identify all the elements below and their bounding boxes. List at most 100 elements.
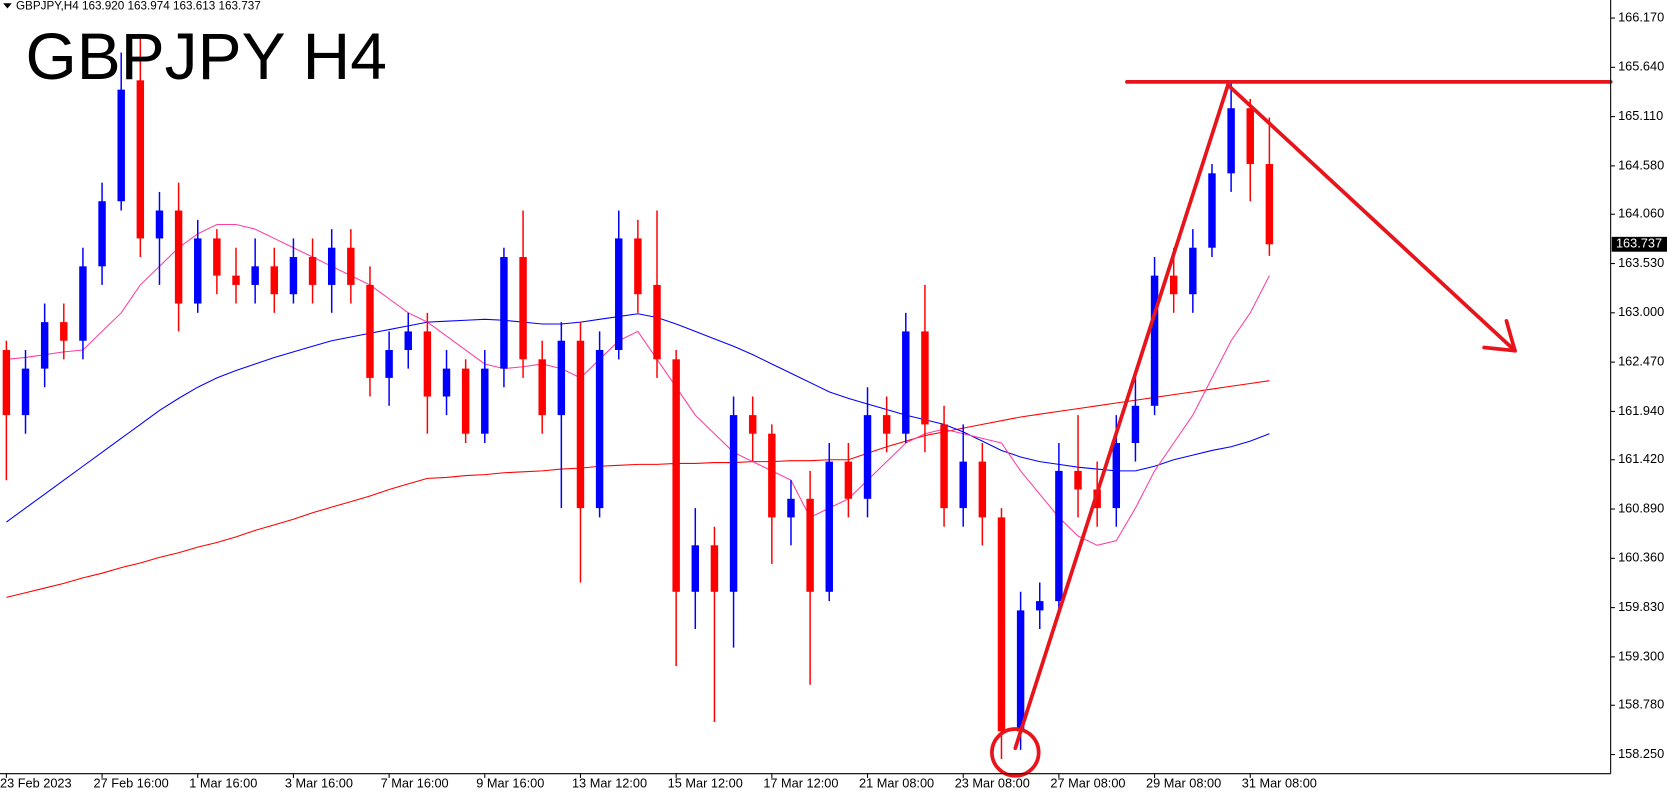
candle-body bbox=[232, 275, 240, 285]
candle-body bbox=[978, 461, 987, 518]
x-tick-label: 23 Feb 2023 bbox=[0, 776, 72, 791]
x-tick-label: 7 Mar 16:00 bbox=[381, 776, 449, 791]
candle-body bbox=[519, 257, 527, 360]
candle-body bbox=[1112, 443, 1121, 509]
candle-body bbox=[615, 238, 623, 351]
x-tick-label: 9 Mar 16:00 bbox=[476, 776, 544, 791]
candle-body bbox=[1074, 470, 1082, 490]
forecast-arrow bbox=[1226, 83, 1517, 353]
y-tick-label: 160.890 bbox=[1618, 500, 1664, 515]
candle-body bbox=[423, 331, 432, 397]
candle-body bbox=[194, 238, 202, 304]
plot-area bbox=[2, 33, 1274, 760]
low-circle bbox=[990, 727, 1041, 778]
candle-body bbox=[806, 498, 814, 592]
candle-body bbox=[60, 322, 68, 341]
y-tick-label: 160.360 bbox=[1618, 550, 1664, 565]
candle-body bbox=[308, 257, 317, 285]
candle-body bbox=[672, 359, 680, 592]
candle-body bbox=[787, 498, 795, 518]
x-tick-label: 13 Mar 12:00 bbox=[572, 776, 647, 791]
x-tick-label: 27 Mar 08:00 bbox=[1050, 776, 1125, 791]
candle-body bbox=[902, 331, 910, 434]
candle-body bbox=[79, 266, 87, 341]
candle-body bbox=[653, 284, 661, 360]
candle-body bbox=[98, 201, 106, 267]
x-tick-label: 3 Mar 16:00 bbox=[285, 776, 353, 791]
candle-body bbox=[921, 331, 929, 425]
candle-body bbox=[940, 424, 948, 509]
candle-body bbox=[538, 359, 546, 416]
arrow-head bbox=[1504, 319, 1517, 353]
y-tick-label: 165.640 bbox=[1618, 59, 1664, 74]
x-tick-label: 1 Mar 16:00 bbox=[189, 776, 257, 791]
x-tick-label: 29 Mar 08:00 bbox=[1146, 776, 1221, 791]
y-tick-label: 158.780 bbox=[1618, 697, 1664, 712]
candle-body bbox=[1016, 610, 1025, 732]
y-tick-label: 158.250 bbox=[1618, 746, 1664, 761]
candle-body bbox=[1208, 173, 1216, 248]
candle-body bbox=[844, 461, 853, 499]
moving-average bbox=[6, 380, 1270, 598]
candle-body bbox=[461, 368, 470, 434]
x-tick-label: 17 Mar 12:00 bbox=[763, 776, 838, 791]
candle-body bbox=[1150, 275, 1159, 406]
y-tick-label: 164.580 bbox=[1618, 157, 1664, 172]
candle-body bbox=[691, 545, 700, 592]
candle-body bbox=[1036, 601, 1044, 611]
y-tick-label: 163.530 bbox=[1618, 255, 1664, 270]
x-tick-label: 21 Mar 08:00 bbox=[859, 776, 934, 791]
candle-body bbox=[1169, 275, 1178, 295]
y-tick-label: 166.170 bbox=[1618, 9, 1664, 24]
y-tick-label: 161.420 bbox=[1618, 451, 1664, 466]
candle-body bbox=[1131, 405, 1140, 444]
candle-body bbox=[1227, 108, 1235, 174]
x-tick-label: 31 Mar 08:00 bbox=[1242, 776, 1317, 791]
candle-body bbox=[1265, 164, 1274, 245]
candle-body bbox=[1189, 247, 1197, 295]
chart-title: GBPJPY H4 bbox=[26, 19, 387, 93]
y-tick-label: 162.470 bbox=[1618, 353, 1664, 368]
candle-body bbox=[404, 331, 412, 351]
candle-body bbox=[748, 415, 757, 434]
y-tick-label: 159.830 bbox=[1618, 599, 1664, 614]
candle-body bbox=[500, 257, 508, 369]
candle-body bbox=[557, 340, 566, 416]
drawings bbox=[990, 79, 1613, 778]
x-tick-label: 23 Mar 08:00 bbox=[955, 776, 1030, 791]
y-tick-label: 163.000 bbox=[1618, 304, 1664, 319]
candle-body bbox=[2, 350, 11, 416]
y-tick-label: 165.110 bbox=[1618, 108, 1663, 123]
candle-body bbox=[327, 247, 336, 285]
candle-body bbox=[385, 350, 393, 378]
candle-body bbox=[442, 368, 451, 397]
candle-body bbox=[366, 284, 374, 378]
menu-triangle[interactable] bbox=[3, 3, 12, 9]
candle-body bbox=[251, 266, 259, 285]
candle-body bbox=[825, 461, 833, 592]
candle-body bbox=[21, 368, 30, 416]
candle-body bbox=[997, 517, 1006, 732]
y-tick-label: 164.060 bbox=[1618, 206, 1664, 221]
x-tick-label: 27 Feb 16:00 bbox=[94, 776, 169, 791]
candle-body bbox=[40, 322, 49, 369]
candle-body bbox=[174, 210, 183, 304]
candle-body bbox=[155, 210, 164, 239]
candle-body bbox=[595, 350, 604, 509]
last-price-box bbox=[1611, 236, 1667, 252]
candle-body bbox=[1055, 470, 1063, 602]
candle-body bbox=[1246, 108, 1254, 165]
chart-subtitle: GBPJPY,H4 163.920 163.974 163.613 163.73… bbox=[16, 0, 261, 12]
arrow-head bbox=[1482, 345, 1517, 353]
candle-body bbox=[634, 238, 642, 295]
candle-body bbox=[481, 368, 489, 434]
last-price-label: 163.737 bbox=[1616, 236, 1662, 251]
y-tick-label: 161.940 bbox=[1618, 403, 1664, 418]
candle-body bbox=[117, 89, 125, 202]
candle-body bbox=[710, 545, 719, 592]
x-tick-label: 15 Mar 12:00 bbox=[668, 776, 743, 791]
trend-line bbox=[1013, 83, 1230, 751]
